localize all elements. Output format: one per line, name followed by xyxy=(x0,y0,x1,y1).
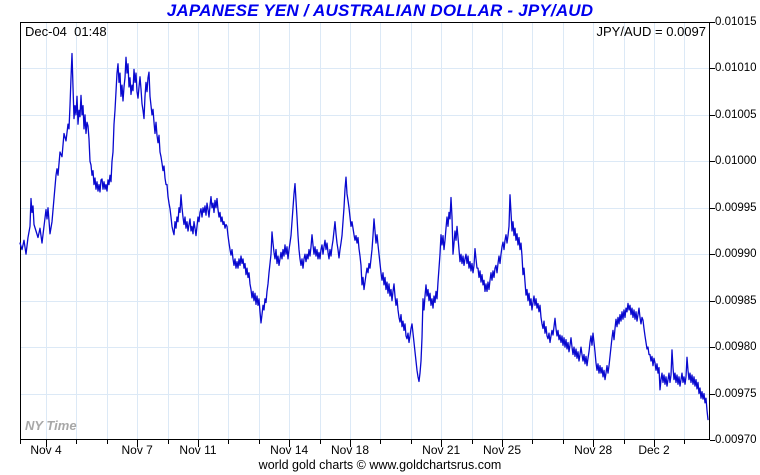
price-line xyxy=(19,52,709,421)
y-tick-label: 0.00990 xyxy=(715,248,757,261)
x-tick-label: Nov 18 xyxy=(330,443,370,457)
y-tick-label: 0.00985 xyxy=(715,294,757,307)
timestamp-label: Dec-04 01:48 xyxy=(25,24,107,39)
x-tick-label: Nov 7 xyxy=(121,443,153,457)
y-tick-label: 0.01005 xyxy=(715,108,757,121)
x-tick-label: Nov 21 xyxy=(422,443,461,457)
x-tick-label: Nov 11 xyxy=(179,443,217,457)
x-tick-label: Nov 28 xyxy=(574,443,613,457)
x-tick-label: Nov 4 xyxy=(30,443,62,457)
credit-text: world gold charts © www.goldchartsrus.co… xyxy=(258,458,502,472)
x-tick-label: Nov 14 xyxy=(270,443,309,457)
x-tick-label: Dec 2 xyxy=(638,443,670,457)
y-tick-label: 0.00995 xyxy=(715,201,757,214)
y-tick-label: 0.00980 xyxy=(715,341,757,354)
plot-border xyxy=(20,22,710,440)
y-tick-label: 0.00970 xyxy=(715,434,757,446)
y-tick-label: 0.01015 xyxy=(715,16,757,28)
quote-label: JPY/AUD = 0.0097 xyxy=(596,24,706,39)
x-tick-label: Nov 25 xyxy=(482,443,522,457)
y-tick-label: 0.00975 xyxy=(715,387,757,400)
chart-title: JAPANESE YEN / AUSTRALIAN DOLLAR - JPY/A… xyxy=(166,1,594,20)
y-tick-label: 0.01000 xyxy=(715,155,757,168)
y-tick-label: 0.01010 xyxy=(715,62,757,75)
timezone-label: NY Time xyxy=(25,418,77,433)
